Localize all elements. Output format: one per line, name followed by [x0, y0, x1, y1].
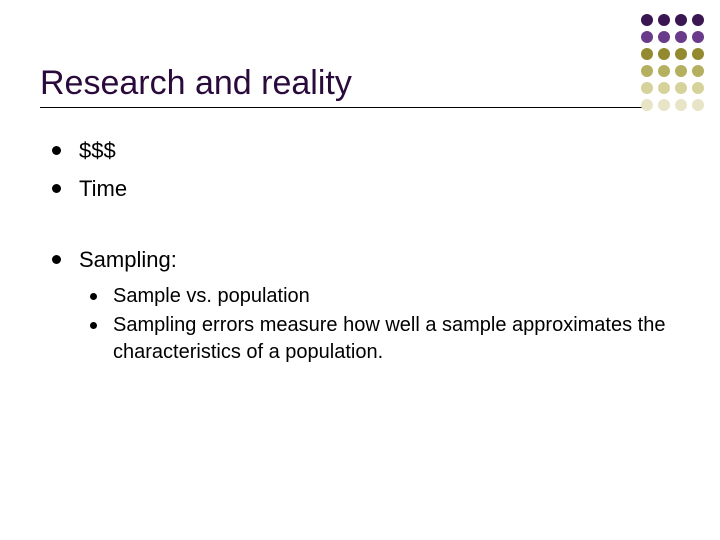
corner-dot-grid — [641, 14, 704, 111]
deco-dot — [658, 31, 670, 43]
deco-dot — [641, 48, 653, 60]
deco-dot — [692, 82, 704, 94]
deco-dot — [675, 31, 687, 43]
sub-bullet-text: Sample vs. population — [113, 283, 310, 310]
sub-bullet-item: Sample vs. population — [90, 283, 680, 310]
spacer — [52, 211, 680, 245]
deco-dot — [675, 65, 687, 77]
deco-dot — [692, 31, 704, 43]
deco-dot — [692, 65, 704, 77]
disc-bullet-icon — [52, 146, 61, 155]
sub-bullet-item: Sampling errors measure how well a sampl… — [90, 312, 680, 366]
deco-dot — [658, 14, 670, 26]
deco-dot — [658, 99, 670, 111]
deco-dot — [641, 82, 653, 94]
deco-dot — [675, 48, 687, 60]
slide: Research and reality $$$ Time Sampling: … — [0, 0, 720, 540]
bullet-text: Time — [79, 174, 127, 204]
bullet-item: $$$ — [52, 136, 680, 166]
slide-title: Research and reality — [40, 64, 652, 103]
sub-bullet-text: Sampling errors measure how well a sampl… — [113, 312, 680, 366]
deco-dot — [692, 14, 704, 26]
deco-dot — [641, 99, 653, 111]
disc-bullet-icon — [90, 293, 97, 300]
bullet-item: Time — [52, 174, 680, 204]
deco-dot — [658, 82, 670, 94]
deco-dot — [658, 48, 670, 60]
deco-dot — [675, 99, 687, 111]
disc-bullet-icon — [52, 184, 61, 193]
disc-bullet-icon — [90, 322, 97, 329]
deco-dot — [641, 31, 653, 43]
slide-body: $$$ Time Sampling: Sample vs. population… — [40, 136, 680, 366]
sub-bullet-group: Sample vs. population Sampling errors me… — [52, 283, 680, 366]
title-divider: Research and reality — [40, 64, 652, 108]
deco-dot — [692, 48, 704, 60]
deco-dot — [675, 82, 687, 94]
deco-dot — [641, 65, 653, 77]
bullet-text: Sampling: — [79, 245, 177, 275]
bullet-item: Sampling: — [52, 245, 680, 275]
disc-bullet-icon — [52, 255, 61, 264]
deco-dot — [658, 65, 670, 77]
deco-dot — [692, 99, 704, 111]
deco-dot — [641, 14, 653, 26]
deco-dot — [675, 14, 687, 26]
bullet-text: $$$ — [79, 136, 116, 166]
